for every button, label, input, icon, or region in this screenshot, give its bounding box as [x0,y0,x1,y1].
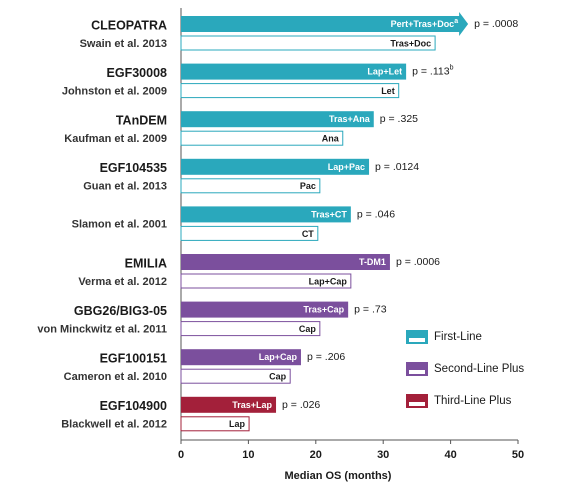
bar-label: Lap+Cap [259,353,298,363]
trial-citation: Verma et al. 2012 [78,276,167,288]
bar-label: Lap+Cap [309,276,348,286]
bar-label-text: Tras+Cap [303,305,344,315]
bar-label: Tras+Lap [232,400,272,410]
p-value: p = .206 [307,351,345,363]
x-tick-label: 0 [178,449,184,461]
bar-label: T-DM1 [359,257,386,267]
bar [181,254,390,270]
trial-citation: von Minckwitz et al. 2011 [37,324,167,336]
p-value: p = .113b [412,65,453,77]
legend-label: Third-Line Plus [434,395,512,407]
p-value-text: p = .325 [380,113,418,125]
p-value-text: p = .206 [307,351,345,363]
p-value: p = .325 [380,113,418,125]
bar-label-text: Lap+Cap [259,353,298,363]
bar-label: Let [381,86,395,96]
footnote-mark: a [454,18,458,25]
bar-label: Cap [299,324,317,334]
bar [181,349,301,366]
trial-name: EGF30008 [107,66,168,80]
bar [180,225,319,241]
p-value: p = .046 [357,208,395,220]
bar-label-text: Tras+Ana [329,115,371,125]
bar-label-text: Lap+Pac [328,162,365,172]
trial-citation: Swain et al. 2013 [80,38,167,50]
trial-name: CLEOPATRA [91,18,167,32]
bar [181,63,407,80]
p-value: p = .0008 [474,18,518,30]
bar [181,12,469,36]
legend-swatch-inner [409,338,425,342]
bar [181,206,351,223]
legend-swatch-inner [409,402,425,406]
bar [180,130,344,146]
trial-name: EMILIA [125,256,167,270]
bar [180,416,250,432]
bar-label-text: T-DM1 [359,257,386,267]
bar [180,368,291,384]
bar [180,178,321,194]
bar [180,83,400,99]
bar-label: CT [302,229,314,239]
trial-citation: Kaufman et al. 2009 [64,133,167,145]
trial-citation: Guan et al. 2013 [83,181,167,193]
x-tick-label: 40 [444,449,456,461]
trial-name: GBG26/BIG3-05 [74,304,167,318]
x-axis-label: Median OS (months) [285,470,392,482]
trial-citation: Johnston et al. 2009 [62,86,167,98]
bar [181,396,277,413]
bar-label: Lap+Pac [328,162,365,172]
bar-label: Tras+Ana [329,115,371,125]
bar-label: Ana [322,134,340,144]
bar [180,273,352,289]
legend-label: Second-Line Plus [434,363,524,375]
footnote-mark: b [450,65,454,72]
bar-label: Pert+Tras+Doca [391,18,459,29]
bar-label-text: Lap+Let [367,67,402,77]
p-value: p = .0124 [375,161,419,173]
bar-label-text: Tras+CT [311,210,347,220]
bar [181,301,349,318]
bar-label: Tras+Cap [303,305,344,315]
trial-citation: Cameron et al. 2010 [64,371,167,383]
x-tick-label: 30 [377,449,389,461]
p-value-text: p = .113 [412,65,450,77]
bar-label: Pac [300,181,316,191]
legend-label: First-Line [434,331,482,343]
p-value-text: p = .0124 [375,161,419,173]
p-value-text: p = .026 [282,399,320,411]
p-value: p = .026 [282,399,320,411]
trial-name: TAnDEM [116,113,167,127]
x-tick-label: 50 [512,449,524,461]
p-value-text: p = .046 [357,208,395,220]
p-value: p = .0006 [396,256,440,268]
p-value-text: p = .0008 [474,18,518,30]
trial-citation: Blackwell et al. 2012 [61,419,167,431]
bar [181,158,370,175]
bar [180,35,436,51]
p-value-text: p = .73 [354,303,387,315]
bar-label: Cap [269,372,287,382]
bar-label: Tras+CT [311,210,347,220]
bar [180,321,321,337]
p-value-text: p = .0006 [396,256,440,268]
bar-label: Tras+Doc [390,38,431,48]
bar-label: Lap+Let [367,67,402,77]
trial-name: EGF104900 [100,399,167,413]
bar-label-text: Tras+Lap [232,400,272,410]
legend-swatch-inner [409,370,425,374]
trial-name: EGF104535 [100,161,167,175]
bar-label: Lap [229,419,246,429]
trial-name: EGF100151 [100,351,167,365]
x-tick-label: 20 [310,449,322,461]
trial-citation: Slamon et al. 2001 [72,218,167,230]
bar [181,111,374,128]
p-value: p = .73 [354,303,387,315]
x-tick-label: 10 [242,449,254,461]
bar-label-text: Pert+Tras+Doc [391,19,455,29]
